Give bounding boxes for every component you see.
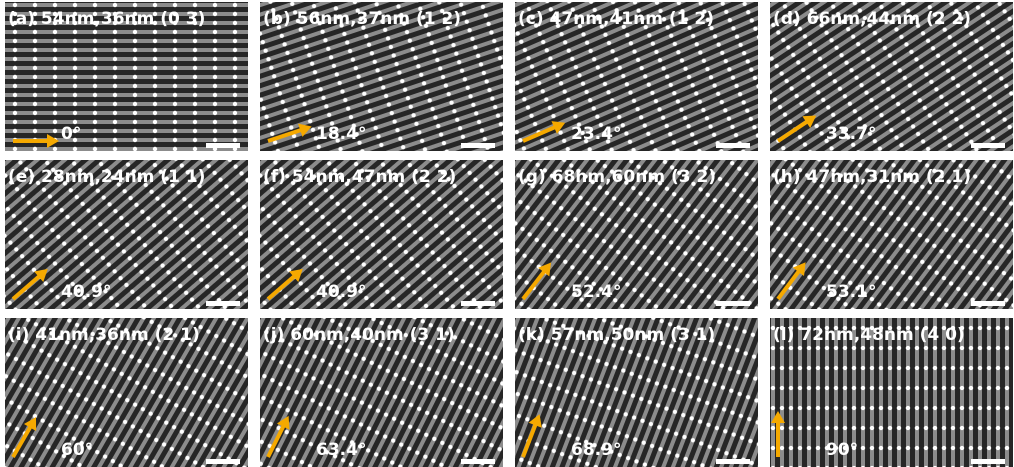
panel: (j) 60nm,40nm (3 1) 63.4° <box>260 318 503 467</box>
scale-bar <box>206 143 240 148</box>
angle-label: 40.9° <box>316 282 366 302</box>
panel-label: (g) 68nm,60nm (3 2) <box>518 167 716 187</box>
panel: (h) 47nm,31nm (2 1) 53.1° <box>770 160 1013 309</box>
scale-bar <box>461 459 495 464</box>
scale-bar <box>206 301 240 306</box>
panel: (l) 72nm,48nm (4 0) 90° <box>770 318 1013 467</box>
angle-label: 33.7° <box>826 124 876 144</box>
scale-bar <box>971 301 1005 306</box>
angle-label: 63.4° <box>316 440 366 460</box>
angle-label: 90° <box>826 440 858 460</box>
scale-bar <box>716 301 750 306</box>
angle-label: 18.4° <box>316 124 366 144</box>
panel: (d) 66nm,44nm (2 2) 33.7° <box>770 2 1013 151</box>
scale-bar <box>971 143 1005 148</box>
scale-bar <box>971 459 1005 464</box>
angle-label: 53.1° <box>826 282 876 302</box>
panel-label: (k) 57nm,50nm (3 1) <box>518 325 715 345</box>
panel-label: (d) 66nm,44nm (2 2) <box>773 9 971 29</box>
panel: (k) 57nm,50nm (3 1) 68.9° <box>515 318 758 467</box>
angle-label: 68.9° <box>571 440 621 460</box>
panel: (f) 54nm,47nm (2 2) 40.9° <box>260 160 503 309</box>
scale-bar <box>716 459 750 464</box>
scale-bar <box>461 143 495 148</box>
panel: (g) 68nm,60nm (3 2) 52.4° <box>515 160 758 309</box>
panel-label: (a) 54nm,36nm (0 3) <box>8 9 205 29</box>
figure: (a) 54nm,36nm (0 3) 0° (b) 56nm,37nm (1 2)… <box>0 0 1014 467</box>
panel-label: (e) 28nm,24nm (1 1) <box>8 167 205 187</box>
panel: (c) 47nm,41nm (1 2) 23.4° <box>515 2 758 151</box>
panel-label: (j) 60nm,40nm (3 1) <box>263 325 455 345</box>
angle-label: 0° <box>61 124 81 144</box>
scale-bar <box>206 459 240 464</box>
panel-label: (b) 56nm,37nm (1 2) <box>263 9 461 29</box>
angle-label: 23.4° <box>571 124 621 144</box>
panel: (b) 56nm,37nm (1 2) 18.4° <box>260 2 503 151</box>
panel: (e) 28nm,24nm (1 1) 40.9° <box>5 160 248 309</box>
panel-label: (l) 72nm,48nm (4 0) <box>773 325 965 345</box>
panel: (a) 54nm,36nm (0 3) 0° <box>5 2 248 151</box>
scale-bar <box>716 143 750 148</box>
scale-bar <box>461 301 495 306</box>
panel-label: (c) 47nm,41nm (1 2) <box>518 9 714 29</box>
angle-label: 40.9° <box>61 282 111 302</box>
panel-label: (i) 41nm,36nm (2 1) <box>8 325 200 345</box>
panel-label: (h) 47nm,31nm (2 1) <box>773 167 971 187</box>
angle-label: 52.4° <box>571 282 621 302</box>
panel: (i) 41nm,36nm (2 1) 60° <box>5 318 248 467</box>
panel-label: (f) 54nm,47nm (2 2) <box>263 167 456 187</box>
angle-label: 60° <box>61 440 93 460</box>
